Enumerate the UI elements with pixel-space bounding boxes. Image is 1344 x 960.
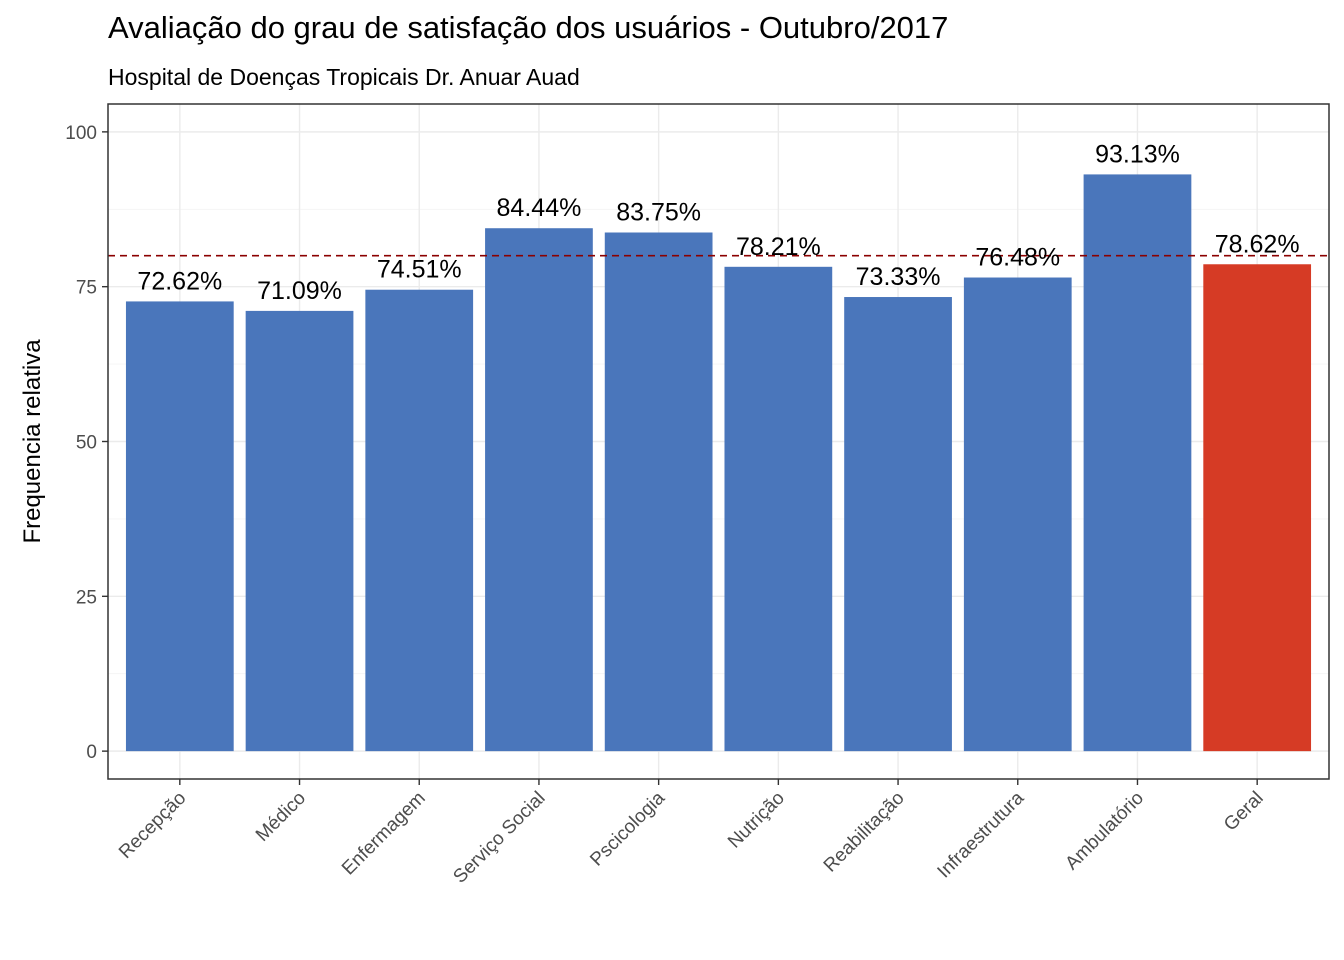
bar-value-label: 73.33%	[856, 263, 941, 291]
y-tick-label: 50	[76, 433, 97, 454]
bar-nutrição	[724, 266, 833, 752]
bar-value-label: 84.44%	[497, 194, 582, 222]
x-tick-label: Reabilitação	[820, 788, 909, 877]
bar-médico	[245, 310, 354, 752]
bar-pscicologia	[604, 232, 713, 752]
bar-value-labels: 72.62% 71.09% 74.51% 84.44% 83.75% 78.21% 73.3…	[137, 140, 1299, 304]
x-tick-label: Enfermagem	[338, 788, 430, 880]
y-tick-label: 25	[76, 587, 97, 608]
bar-serviço-social	[485, 228, 593, 752]
y-axis: 0 25 50 75 100	[65, 123, 108, 763]
x-tick-label: Pscicologia	[586, 787, 669, 870]
x-tick-label: Geral	[1220, 788, 1268, 836]
y-tick-label: 75	[76, 278, 97, 299]
bars	[125, 174, 1312, 752]
bar-value-label: 74.51%	[377, 256, 462, 284]
bar-value-label: 78.62%	[1215, 230, 1300, 258]
chart-subtitle: Hospital de Doenças Tropicais Dr. Anuar …	[108, 64, 580, 90]
x-tick-label: Ambulatório	[1061, 788, 1148, 875]
x-axis: Recepção Médico Enfermagem Serviço Social Ps…	[115, 779, 1268, 888]
y-axis-title: Frequencia relativa	[19, 339, 46, 544]
chart-title: Avaliação do grau de satisfação dos usuá…	[108, 10, 949, 45]
y-tick-label: 0	[86, 742, 97, 763]
y-tick-label: 100	[65, 123, 97, 144]
bar-value-label: 71.09%	[257, 277, 342, 305]
bar-value-label: 93.13%	[1095, 140, 1180, 168]
x-tick-label: Infraestrutura	[934, 787, 1029, 882]
bar-infraestrutura	[963, 277, 1072, 752]
x-tick-label: Médico	[252, 788, 310, 846]
bar-geral	[1203, 264, 1312, 752]
bar-value-label: 72.62%	[137, 267, 222, 295]
bar-value-label: 78.21%	[736, 233, 821, 261]
bar-value-label: 76.48%	[975, 244, 1060, 272]
bar-reabilitação	[844, 297, 952, 752]
bar-enfermagem	[365, 289, 474, 752]
x-tick-label: Nutrição	[724, 788, 789, 853]
bar-recepção	[125, 301, 234, 752]
x-tick-label: Recepção	[115, 788, 190, 863]
x-tick-label: Serviço Social	[449, 788, 549, 888]
bar-ambulatório	[1083, 174, 1192, 752]
bar-value-label: 83.75%	[616, 198, 701, 226]
